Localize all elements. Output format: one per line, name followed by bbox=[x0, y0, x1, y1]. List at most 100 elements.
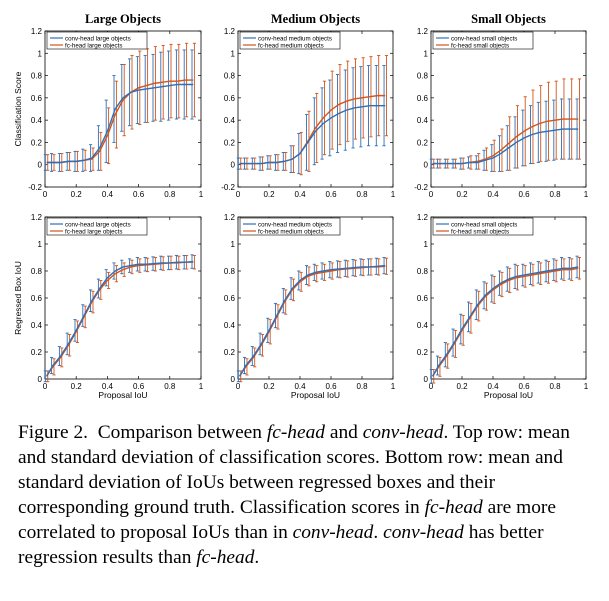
x-tick-label: 0.8 bbox=[164, 190, 176, 199]
x-tick-label: 0.2 bbox=[263, 190, 275, 199]
x-tick-label: 0.2 bbox=[71, 382, 83, 391]
y-tick-label: 0.4 bbox=[31, 116, 43, 125]
caption-label: Figure 2. bbox=[18, 422, 89, 443]
legend-box bbox=[46, 31, 148, 50]
x-tick-label: 0 bbox=[236, 190, 241, 199]
y-tick-label: 0.4 bbox=[224, 116, 236, 125]
legend-label: conv-head medium objects bbox=[258, 35, 332, 42]
chart-panel: 0 0.2 0.4 0.6 0.8 1 1.2 0 0.2 0.4 0.6 0.8 1 Regressed… bbox=[13, 213, 204, 400]
legend-label: fc-head medium objects bbox=[258, 42, 324, 49]
x-tick-label: 0.6 bbox=[133, 382, 145, 391]
x-tick-label: 0 bbox=[429, 190, 434, 199]
plot-frame bbox=[237, 30, 394, 188]
y-tick-label: 1 bbox=[231, 49, 236, 58]
x-tick-label: 1 bbox=[391, 190, 396, 199]
y-tick-label: 1.2 bbox=[417, 27, 429, 36]
chart-panel: -0.200.20.40.60.811.20 0.2 0.4 0.6 0.8 1Small… bbox=[414, 12, 589, 199]
y-tick-label: 0.2 bbox=[224, 348, 236, 357]
series-line bbox=[45, 261, 194, 377]
legend-box bbox=[239, 217, 341, 236]
chart-title: Small Objects bbox=[471, 12, 546, 26]
x-tick-label: 0.8 bbox=[549, 382, 561, 391]
x-tick-label: 0.4 bbox=[294, 190, 306, 199]
comparison-figure: -0.200.20.40.60.811.20 0.2 0.4 0.6 0.8 1Large… bbox=[13, 12, 589, 400]
x-tick-label: 1 bbox=[584, 190, 589, 199]
x-tick-label: 0.8 bbox=[549, 190, 561, 199]
y-tick-label: 0.2 bbox=[31, 348, 43, 357]
caption-segment: conv-head bbox=[383, 522, 464, 543]
caption-segment: fc-head bbox=[424, 497, 483, 518]
y-tick-label: 0.6 bbox=[417, 294, 429, 303]
y-tick-label: 1.2 bbox=[31, 27, 43, 36]
chart-panel: 0 0.2 0.4 0.6 0.8 1 1.2 0 0.2 0.4 0.6 0.8 1 Proposal … bbox=[224, 213, 396, 400]
series-line bbox=[46, 83, 194, 164]
y-tick-label: 0.8 bbox=[417, 72, 429, 81]
y-tick-label: 0 bbox=[38, 375, 43, 384]
y-tick-label: 0.8 bbox=[417, 267, 429, 276]
legend-label: fc-head large objects bbox=[65, 228, 122, 235]
y-tick-label: 0.6 bbox=[224, 94, 236, 103]
caption-segment: has better regression results than bbox=[18, 522, 544, 568]
x-tick-label: 0.6 bbox=[518, 382, 530, 391]
legend-label: conv-head large objects bbox=[65, 221, 131, 228]
x-tick-label: 0.6 bbox=[133, 190, 145, 199]
x-tick-label: 0.4 bbox=[102, 382, 114, 391]
series-line bbox=[239, 104, 386, 165]
x-tick-label: 0 bbox=[43, 190, 48, 199]
x-tick-label: 0.6 bbox=[325, 190, 337, 199]
x-tick-label: 0.4 bbox=[487, 190, 499, 199]
chart-panel: 0 0.2 0.4 0.6 0.8 1 1.2 0 0.2 0.4 0.6 0.8 1 Proposal … bbox=[417, 213, 589, 400]
legend-label: fc-head medium objects bbox=[258, 228, 324, 235]
caption-segment: . bbox=[254, 547, 260, 568]
caption-segment: Comparison between bbox=[97, 422, 267, 443]
x-tick-label: 0.6 bbox=[518, 190, 530, 199]
legend-box bbox=[239, 31, 341, 50]
x-tick-label: 0.2 bbox=[263, 382, 275, 391]
x-tick-label: 0.8 bbox=[356, 382, 368, 391]
series-line bbox=[431, 267, 579, 377]
x-axis-label: Proposal IoU bbox=[98, 390, 147, 400]
y-tick-label: 1 bbox=[231, 240, 236, 249]
x-tick-label: 1 bbox=[391, 382, 396, 391]
x-tick-label: 0.8 bbox=[164, 382, 176, 391]
x-tick-label: 0 bbox=[429, 382, 434, 391]
y-tick-label: -0.2 bbox=[414, 183, 428, 192]
chart-panel: -0.200.20.40.60.811.20 0.2 0.4 0.6 0.8 1Large… bbox=[13, 12, 204, 199]
y-tick-label: 0 bbox=[424, 375, 429, 384]
series-line bbox=[45, 260, 194, 377]
y-axis-label: Classification Score bbox=[13, 71, 23, 146]
y-tick-label: 0.8 bbox=[224, 72, 236, 81]
caption-segment: conv-head bbox=[362, 422, 444, 443]
y-tick-label: 0.6 bbox=[31, 94, 43, 103]
x-tick-label: 0.6 bbox=[325, 382, 337, 391]
y-axis-label: Regressed Box IoU bbox=[13, 261, 23, 335]
y-tick-label: 0.8 bbox=[224, 267, 236, 276]
y-tick-label: 0.2 bbox=[417, 348, 429, 357]
x-tick-label: 0 bbox=[236, 382, 241, 391]
plot-frame bbox=[44, 30, 202, 188]
y-tick-label: 0 bbox=[38, 161, 43, 170]
caption-segment: fc-head bbox=[196, 547, 255, 568]
y-tick-label: 0.2 bbox=[417, 138, 429, 147]
y-tick-label: 1 bbox=[424, 49, 429, 58]
y-tick-label: 1.2 bbox=[224, 27, 236, 36]
legend-label: fc-head small objects bbox=[451, 228, 509, 235]
y-tick-label: 0.6 bbox=[31, 294, 43, 303]
x-tick-label: 0.8 bbox=[356, 190, 368, 199]
y-tick-label: 0.4 bbox=[417, 116, 429, 125]
caption-segment: conv-head bbox=[292, 522, 374, 543]
y-tick-label: 0.4 bbox=[417, 321, 429, 330]
caption-segment: and bbox=[324, 422, 363, 443]
y-tick-label: 0.6 bbox=[417, 94, 429, 103]
y-tick-label: 0.4 bbox=[224, 321, 236, 330]
x-tick-label: 0.2 bbox=[456, 190, 468, 199]
series-line bbox=[431, 266, 579, 377]
x-tick-label: 0.4 bbox=[294, 382, 306, 391]
caption-segment: . bbox=[373, 522, 384, 543]
x-tick-label: 0.2 bbox=[71, 190, 83, 199]
x-axis-label: Proposal IoU bbox=[484, 390, 533, 400]
